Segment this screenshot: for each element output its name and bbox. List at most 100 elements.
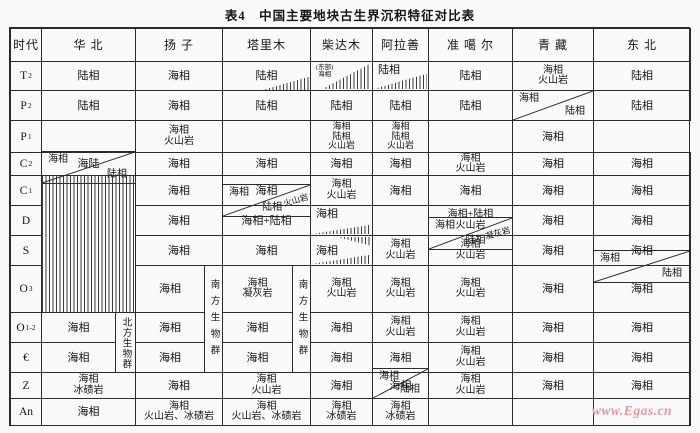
- cell-text: 海相: [168, 184, 190, 197]
- cell-text: 海相 火山岩: [455, 316, 486, 338]
- cell-text: 海相: [316, 244, 338, 257]
- cell-text: 海相+陆相 火山岩: [447, 209, 494, 231]
- cell-text: 海陆: [77, 158, 100, 170]
- hiatus-wedge: [312, 224, 371, 234]
- cell-text: 海相: [631, 184, 653, 197]
- cell-text: 海相 凝灰岩: [242, 277, 273, 299]
- diag-lower-label: 陆相: [662, 268, 682, 279]
- cell-text: 海相: [330, 351, 353, 364]
- cell-text: 海相 火山岩: [455, 346, 486, 368]
- diag-lower-label: 陆相: [465, 235, 486, 246]
- cell-text: 海相 火山岩: [455, 152, 486, 174]
- cell-text: 海相: [459, 184, 482, 197]
- diag-upper-label: 海相: [229, 187, 249, 198]
- cell-text: 海相: [542, 158, 564, 170]
- cell-text: 海相: [542, 351, 564, 364]
- cell-text: 海相 火山岩: [538, 64, 568, 86]
- watermark-text: www.Egas.cn: [592, 403, 673, 418]
- cell-text: 海相 陆相 火山岩: [327, 121, 355, 151]
- cell-text: 海相: [542, 283, 564, 295]
- cell-text: 海相+陆相: [241, 214, 292, 227]
- cell-text: 海相: [255, 184, 278, 197]
- cell-text: 海相: [330, 379, 353, 392]
- cell-text: 海相: [67, 351, 90, 364]
- diag-upper-label: 海相: [48, 154, 68, 165]
- table-cell: (东部) 海相: [310, 61, 373, 91]
- cell-text: 海相 冰碛岩: [73, 374, 104, 396]
- cell-text: 海相: [631, 379, 653, 392]
- hiatus-wedge: [337, 237, 371, 246]
- cell-text: 海相: [330, 321, 353, 334]
- cell-text: 海相: [159, 283, 181, 295]
- cell-text: 陆相: [330, 99, 353, 112]
- cell-text: 陆相: [631, 99, 653, 112]
- cell-text: 海相: [542, 214, 564, 227]
- diag-lower-label: 陆相: [107, 169, 127, 181]
- cell-text: 海相: [631, 244, 653, 257]
- cell-text: 海相 冰碛岩: [326, 400, 357, 422]
- cell-text: 海相: [168, 70, 190, 82]
- cell-text: 海相: [246, 351, 269, 364]
- cell-text: 海相: [330, 158, 353, 170]
- diag-lower-label: 陆相: [400, 384, 420, 395]
- cell-text: 海相 火山岩、冰碛岩: [231, 400, 302, 422]
- cell-text: 海相: [159, 321, 181, 334]
- cell-text: 海相 冰碛岩: [385, 400, 416, 422]
- cell-text: 海相: [255, 244, 278, 257]
- page-title: 表4 中国主要地块古生界沉积特征对比表: [224, 9, 476, 23]
- hiatus-hatch-block: [41, 175, 136, 313]
- cell-text: 海相: [542, 184, 564, 197]
- cell-text: (东部) 海相: [316, 64, 334, 78]
- diag-upper-label: 海相: [435, 220, 455, 231]
- cell-text: 海相: [631, 351, 653, 364]
- cell-text: 陆相: [378, 64, 400, 76]
- cell-text: 海相: [159, 351, 181, 364]
- hiatus-wedge: [312, 254, 371, 264]
- cell-text: 海相 火山岩: [326, 179, 357, 201]
- cell-text: 海相: [246, 321, 269, 334]
- cell-text: 海相 火山岩、冰碛岩: [144, 400, 214, 422]
- cell-text: 海相: [255, 158, 278, 170]
- cell-text: 海相: [542, 379, 564, 392]
- cell-text: 海相 火山岩: [455, 239, 486, 261]
- cell-text: 陆相: [77, 99, 100, 112]
- cell-text: 陆相: [389, 99, 412, 112]
- diag-upper-label: 海相: [379, 371, 399, 382]
- diag-upper-label: 海相: [519, 93, 539, 104]
- cell-text: 海相: [542, 130, 564, 143]
- cell-text: 海相: [316, 208, 338, 220]
- cell-text: 海相: [67, 321, 90, 334]
- table-cell: 陆相: [593, 90, 691, 121]
- cell-text: 海相 火山岩: [326, 277, 357, 299]
- cell-text: 海相 火山岩: [455, 374, 486, 396]
- cell-text: 陆相: [255, 99, 278, 112]
- cell-text: 海相 火山岩: [251, 374, 282, 396]
- cell-text: 海相: [542, 321, 564, 334]
- cell-text: 海相 火山岩: [385, 239, 416, 261]
- cell-text: 海相 陆相 火山岩: [386, 121, 414, 151]
- cell-text: 海相: [389, 351, 412, 364]
- cell-text: 陆相: [459, 99, 482, 112]
- cell-text: 海相: [631, 283, 653, 295]
- cell-text: 陆相: [631, 70, 653, 82]
- cell-text: 海相: [631, 321, 653, 334]
- cell-text: 海相 火山岩: [455, 277, 486, 299]
- cell-text: 海相: [168, 158, 190, 170]
- cell-text: 海相: [168, 214, 190, 227]
- cell-text: 海相: [389, 184, 412, 197]
- cell-text: 海相: [542, 244, 564, 257]
- cell-text: 海相: [168, 99, 190, 112]
- diag-lower-label: 陆相: [565, 106, 585, 117]
- cell-text: 海相: [77, 406, 100, 418]
- cell-text: 海相: [168, 244, 190, 257]
- cell-text: 海相: [389, 158, 412, 170]
- diag-upper-label: 海相: [600, 253, 620, 264]
- cell-text: 陆相: [77, 70, 100, 82]
- cell-text: 海相 火山岩: [164, 125, 194, 147]
- diag-lower-label: 陆相: [262, 202, 283, 213]
- cell-text: 海相 火山岩: [385, 277, 416, 299]
- cell-text: 陆相: [255, 70, 278, 82]
- cell-text: 海相 火山岩: [385, 316, 416, 338]
